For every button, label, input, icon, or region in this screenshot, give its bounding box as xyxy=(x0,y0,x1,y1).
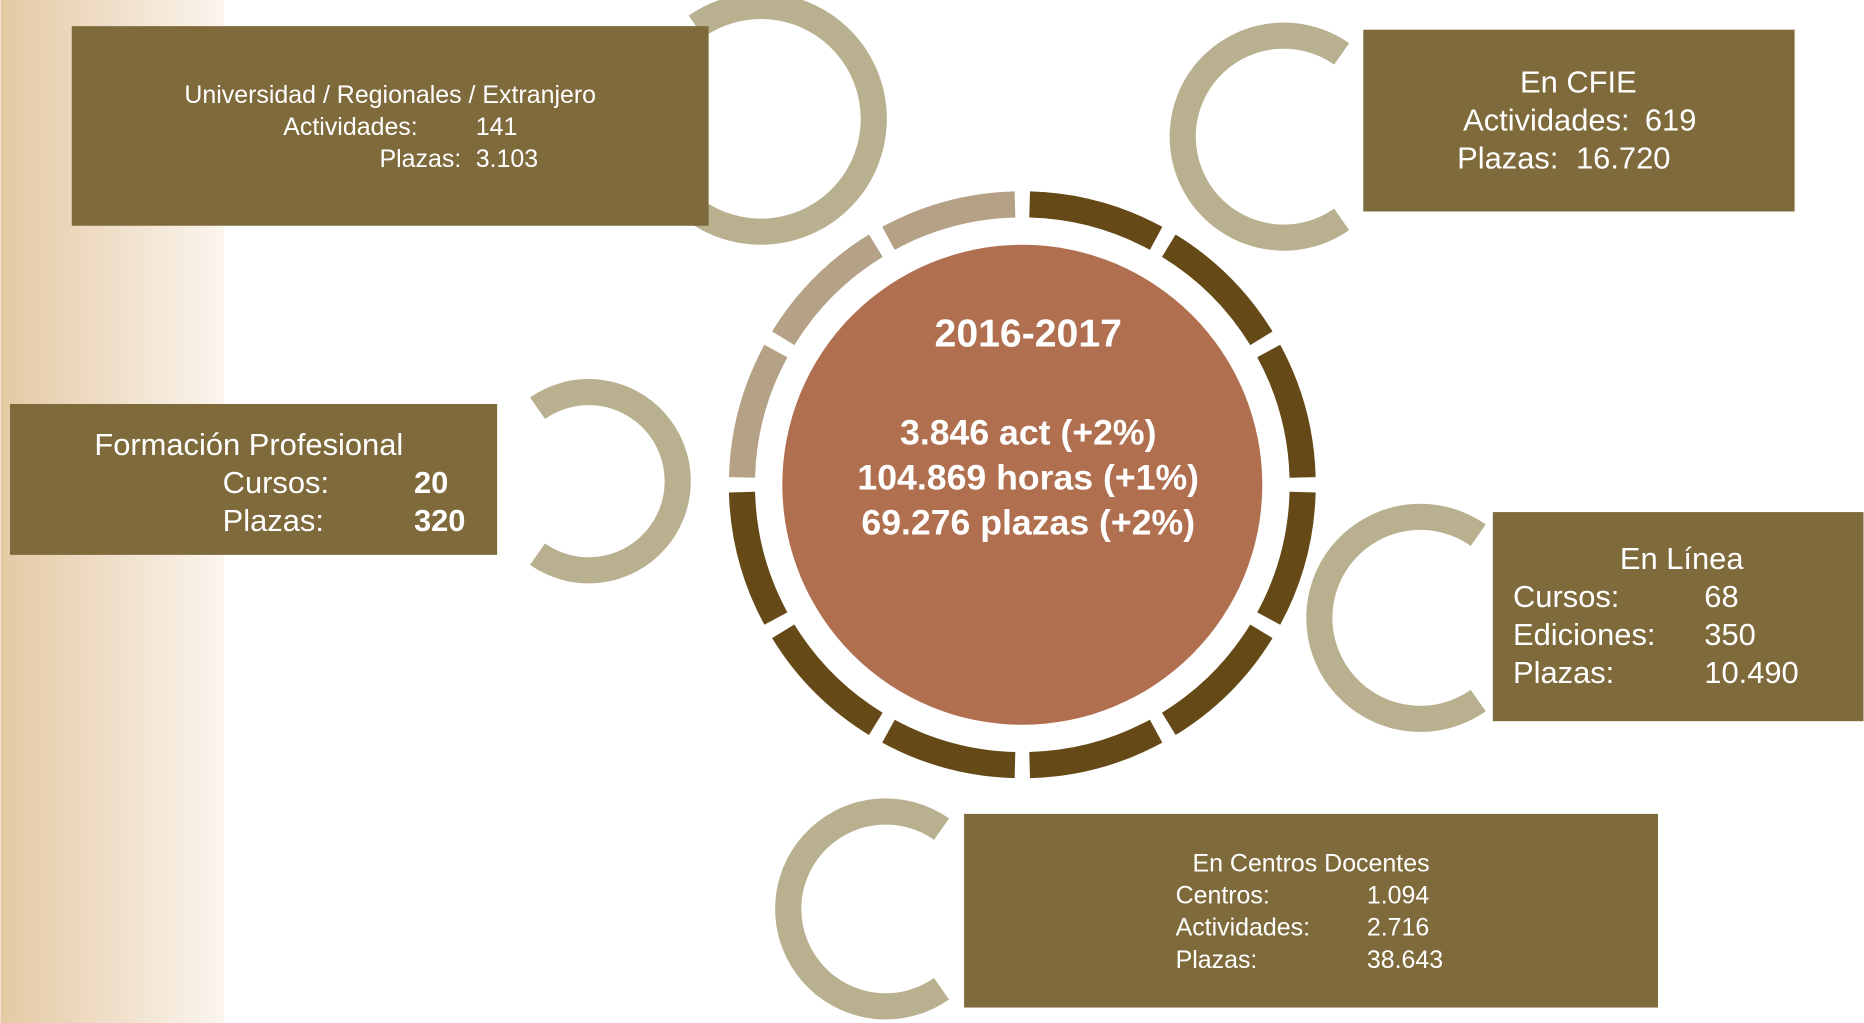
row-label: Actividades: xyxy=(1463,103,1629,138)
row-label: Actividades: xyxy=(283,113,417,141)
info-box xyxy=(964,813,1658,1008)
row-value: 38.643 xyxy=(1367,946,1443,974)
box-title: En Centros Docentes xyxy=(1193,850,1430,878)
ring-segment xyxy=(728,344,788,478)
info-box xyxy=(9,403,498,555)
box-title: Universidad / Regionales / Extranjero xyxy=(184,81,596,109)
ring-segment xyxy=(882,719,1016,779)
row-label: Centros: xyxy=(1176,882,1270,910)
center-title: 2016-2017 xyxy=(935,313,1122,356)
arc xyxy=(1306,503,1486,732)
row-value: 1.094 xyxy=(1367,882,1430,910)
row-value: 68 xyxy=(1704,579,1738,614)
ring-segment xyxy=(882,191,1016,250)
info-box xyxy=(1363,29,1795,212)
box-title: En Línea xyxy=(1620,541,1744,576)
row-value: 3.103 xyxy=(476,145,538,173)
row-value: 10.490 xyxy=(1704,655,1798,690)
row-label: Actividades: xyxy=(1176,914,1310,942)
row-label: Plazas: xyxy=(1457,141,1558,176)
ring-segment xyxy=(728,491,788,625)
row-value: 16.720 xyxy=(1576,141,1670,176)
info-box xyxy=(1492,512,1864,722)
ring-segment xyxy=(1029,719,1163,779)
ring-segment xyxy=(772,624,883,735)
ring-segment xyxy=(772,234,883,346)
center-line: 104.869 horas (+1%) xyxy=(857,457,1199,497)
row-value: 320 xyxy=(414,503,466,538)
row-label: Plazas: xyxy=(1176,946,1258,974)
center-line: 69.276 plazas (+2%) xyxy=(861,503,1195,543)
row-value: 141 xyxy=(476,113,518,141)
row-value: 20 xyxy=(414,465,448,500)
arc xyxy=(775,798,950,1020)
row-label: Cursos: xyxy=(223,465,329,500)
row-value: 2.716 xyxy=(1367,914,1429,942)
row-label: Ediciones: xyxy=(1513,617,1655,652)
ring-segment xyxy=(1257,491,1316,625)
row-label: Cursos: xyxy=(1513,579,1619,614)
arc xyxy=(688,0,887,245)
ring-segment xyxy=(1257,344,1316,478)
ring-segment xyxy=(1029,191,1163,250)
row-label: Plazas: xyxy=(1513,655,1614,690)
ring-segment xyxy=(1161,234,1273,346)
box-title: Formación Profesional xyxy=(94,427,403,462)
ring-segment xyxy=(1161,624,1273,735)
arc xyxy=(1169,22,1350,251)
box-title: En CFIE xyxy=(1520,65,1637,100)
row-value: 619 xyxy=(1645,103,1697,138)
arc xyxy=(530,379,691,584)
row-label: Plazas: xyxy=(223,503,324,538)
row-value: 350 xyxy=(1704,617,1756,652)
center-line: 3.846 act (+2%) xyxy=(900,412,1156,452)
row-label: Plazas: xyxy=(380,145,462,173)
center-circle xyxy=(782,244,1263,725)
info-box xyxy=(71,26,709,226)
decorations xyxy=(530,0,1486,1020)
